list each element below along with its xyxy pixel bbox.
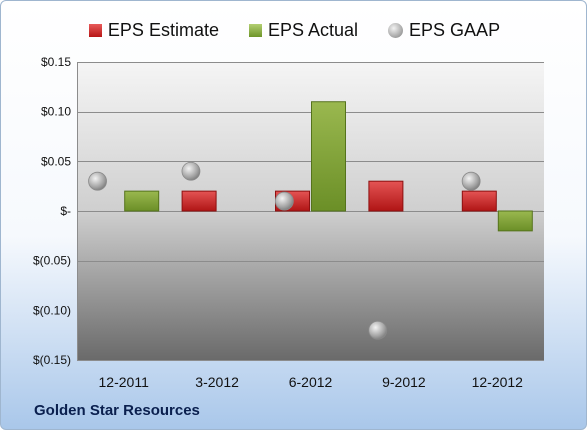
point-eps-gaap [181, 161, 201, 181]
legend-swatch-estimate [88, 23, 102, 37]
bar-eps-estimate [461, 190, 497, 212]
bar-eps-actual [124, 190, 160, 212]
y-tick-label: $0.15 [41, 55, 71, 69]
legend-label-estimate: EPS Estimate [107, 19, 219, 40]
legend-item-actual: EPS Actual [248, 19, 359, 41]
legend-swatch-actual [248, 23, 262, 37]
y-tick-label: $(0.15) [33, 353, 71, 367]
legend-item-gaap: EPS GAAP [388, 20, 500, 41]
point-eps-gaap [88, 171, 107, 191]
x-tick-label: 9-2012 [382, 374, 426, 390]
y-tick-label: $(0.05) [33, 254, 71, 268]
y-tick-label: $0.10 [41, 105, 71, 119]
bar-eps-estimate [181, 190, 217, 212]
y-tick-label: $(0.10) [33, 303, 71, 317]
point-eps-gaap [461, 171, 481, 191]
bar-eps-actual [497, 210, 533, 232]
y-tick-label: $- [60, 204, 71, 218]
x-tick-label: 6-2012 [289, 374, 333, 390]
footer-title: Golden Star Resources [34, 402, 200, 419]
legend-item-estimate: EPS Estimate [88, 19, 219, 41]
legend-label-actual: EPS Actual [267, 19, 359, 40]
x-tick-label: 3-2012 [195, 374, 239, 390]
point-eps-gaap [368, 320, 388, 340]
bar-eps-estimate [368, 180, 404, 212]
chart-legend: EPS Estimate EPS Actual EPS GAAP [1, 15, 586, 45]
x-tick-label: 12-2012 [472, 374, 524, 390]
x-tick-label: 12-2011 [99, 374, 150, 390]
point-eps-gaap [274, 191, 294, 211]
bar-eps-actual [311, 101, 346, 212]
y-tick-label: $0.05 [41, 154, 71, 168]
legend-swatch-gaap [388, 22, 404, 38]
legend-label-gaap: EPS GAAP [409, 19, 501, 40]
